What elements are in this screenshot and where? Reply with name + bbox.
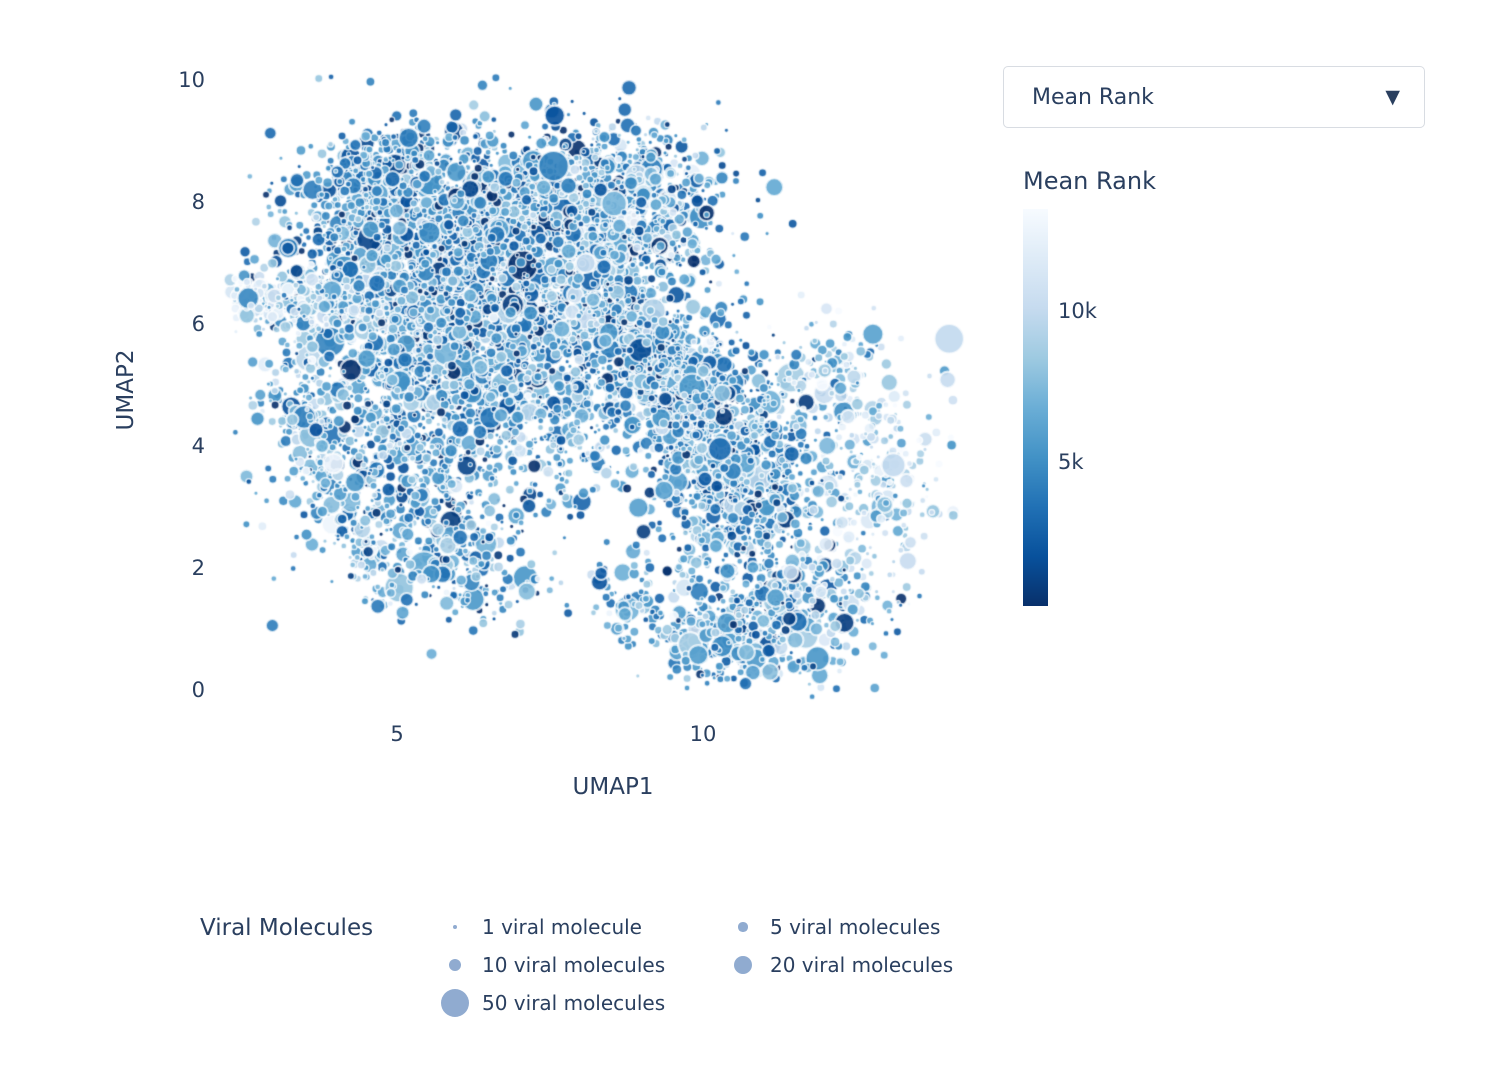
y-tick-label: 4 <box>191 433 205 458</box>
size-legend-item: 1 viral molecule <box>438 908 726 946</box>
colorbar-tick-label: 5k <box>1058 449 1084 474</box>
size-legend-title: Viral Molecules <box>200 915 374 941</box>
size-legend-label: 10 viral molecules <box>482 953 666 977</box>
bubble-size-icon <box>448 958 462 972</box>
metric-dropdown-value: Mean Rank <box>1032 84 1154 110</box>
size-legend-item: 20 viral molecules <box>726 946 1056 984</box>
size-legend-item: 10 viral molecules <box>438 946 726 984</box>
colorbar-title: Mean Rank <box>1023 167 1156 195</box>
y-tick-label: 8 <box>191 190 205 215</box>
size-legend-item: 50 viral molecules <box>438 984 726 1022</box>
y-tick-label: 2 <box>191 555 205 580</box>
x-axis-title: UMAP1 <box>572 774 654 800</box>
size-legend-label: 5 viral molecules <box>770 915 941 939</box>
colorbar-tick-label: 10k <box>1058 299 1097 324</box>
metric-dropdown[interactable]: Mean Rank ▼ <box>1003 66 1425 128</box>
legend-dot-box <box>726 922 760 932</box>
size-legend-label: 20 viral molecules <box>770 953 954 977</box>
bubble-size-icon <box>452 924 458 930</box>
size-legend: Viral Molecules 1 viral molecule 5 viral … <box>200 908 1056 1022</box>
bubble-size-icon <box>733 955 753 975</box>
legend-dot-box <box>438 958 472 972</box>
legend-dot-box <box>438 988 472 1018</box>
size-legend-label: 1 viral molecule <box>482 915 642 939</box>
bubble-size-icon <box>738 922 748 932</box>
y-tick-label: 6 <box>191 312 205 337</box>
x-tick-label: 5 <box>390 722 404 746</box>
colorbar-gradient <box>1023 209 1048 606</box>
y-tick-label: 10 <box>178 68 205 93</box>
y-axis-title: UMAP2 <box>113 349 139 431</box>
umap-scatter-plot[interactable] <box>0 0 990 760</box>
size-legend-item: 5 viral molecules <box>726 908 1056 946</box>
dropdown-arrow-icon: ▼ <box>1385 86 1400 108</box>
size-legend-label: 50 viral molecules <box>482 991 666 1015</box>
x-tick-label: 10 <box>689 722 717 746</box>
bubble-size-icon <box>440 988 470 1018</box>
size-legend-items: 1 viral molecule 5 viral molecules 10 vira… <box>438 908 1056 1022</box>
y-tick-label: 0 <box>191 677 205 702</box>
legend-dot-box <box>438 924 472 930</box>
legend-dot-box <box>726 955 760 975</box>
